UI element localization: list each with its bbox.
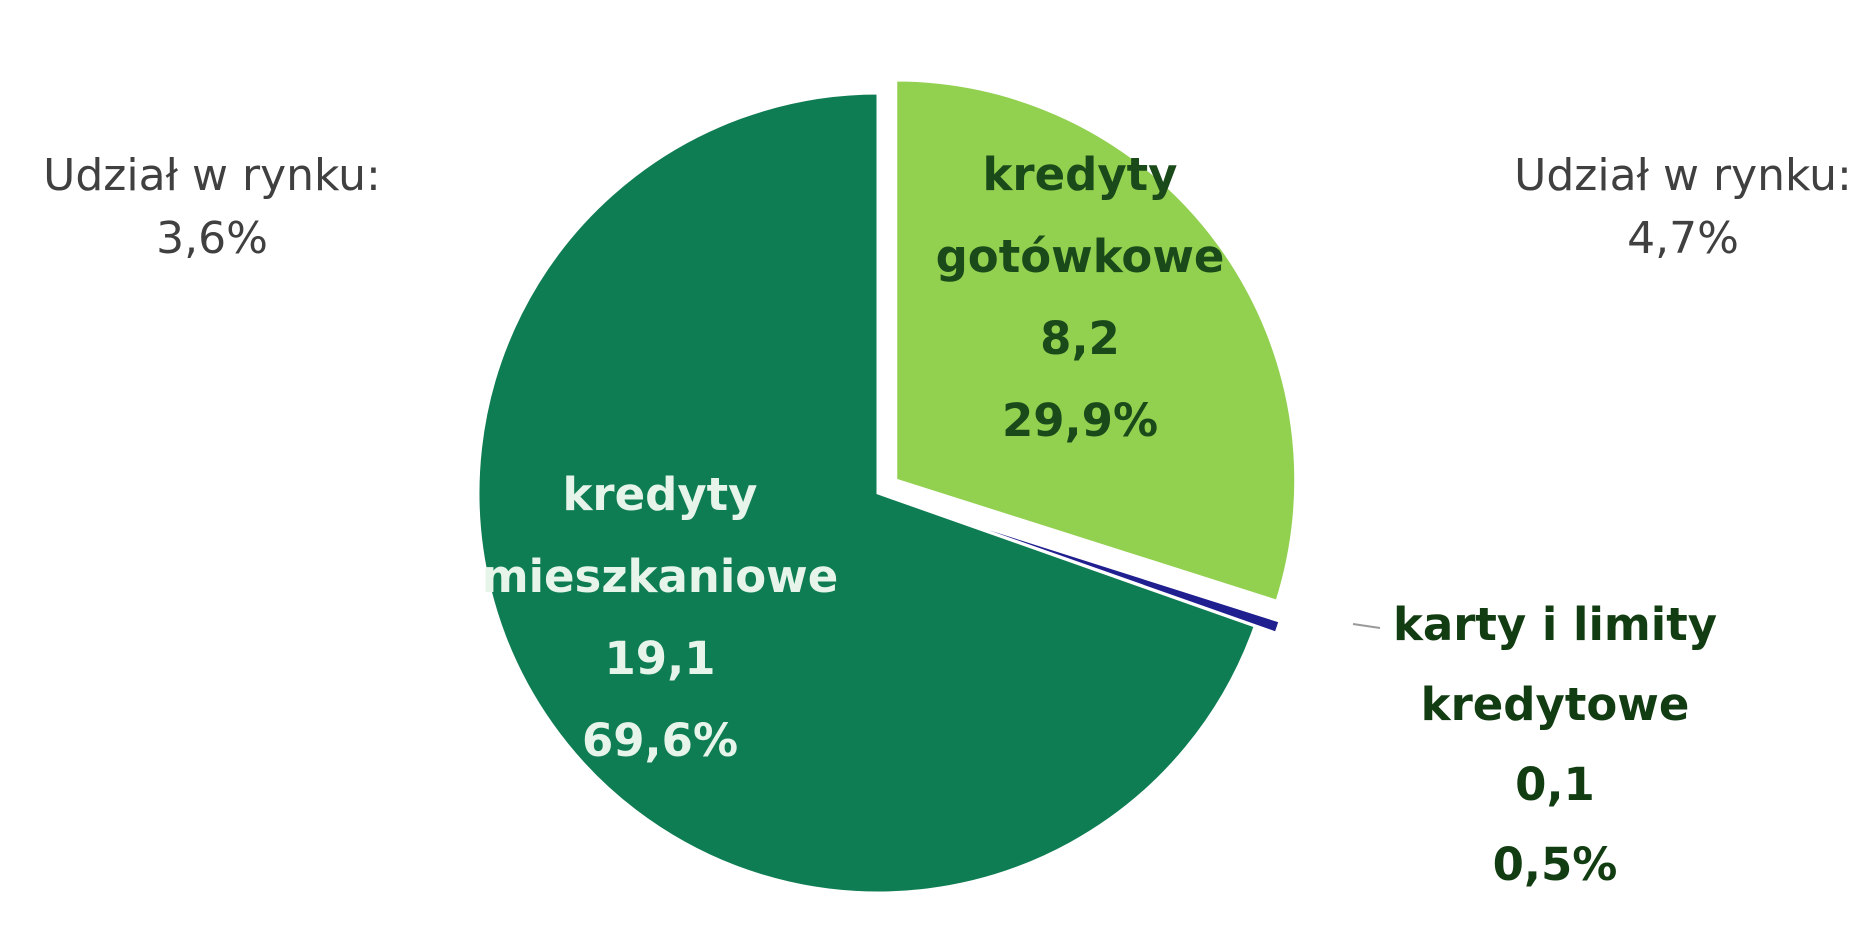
slice-label-karty-line2: kredytowe [1421, 678, 1690, 731]
slice-label-karty: karty i limity kredytowe 0,1 0,5% [1393, 598, 1717, 891]
slice-label-karty-line1: karty i limity [1393, 598, 1717, 651]
slice-percent-mieszkaniowe: 69,6% [582, 714, 738, 767]
slice-percent-gotowkowe: 29,9% [1002, 394, 1158, 447]
slice-gotowkowe [894, 78, 1298, 604]
slice-label-gotowkowe-line1: kredyty [982, 148, 1177, 201]
slices-group [476, 78, 1298, 895]
slice-value-gotowkowe: 8,2 [1040, 312, 1120, 365]
annotation-left-title: Udział w rynku: [43, 150, 381, 201]
slice-value-karty: 0,1 [1515, 758, 1595, 811]
slice-label-mieszkaniowe: kredyty mieszkaniowe 19,1 69,6% [482, 468, 839, 767]
slice-value-mieszkaniowe: 19,1 [604, 632, 715, 685]
slice-label-mieszkaniowe-line1: kredyty [562, 468, 757, 521]
slice-label-gotowkowe-line2: gotówkowe [936, 230, 1225, 283]
annotation-right: Udział w rynku: 4,7% [1514, 150, 1852, 264]
slice-mieszkaniowe [476, 91, 1258, 895]
annotation-right-value: 4,7% [1627, 213, 1739, 264]
leader-line [1352, 623, 1381, 629]
slice-label-gotowkowe: kredyty gotówkowe 8,2 29,9% [936, 148, 1225, 447]
annotation-right-title: Udział w rynku: [1514, 150, 1852, 201]
annotation-left: Udział w rynku: 3,6% [43, 150, 381, 264]
slice-label-mieszkaniowe-line2: mieszkaniowe [482, 550, 839, 603]
slice-percent-karty: 0,5% [1493, 838, 1618, 891]
annotation-left-value: 3,6% [156, 213, 268, 264]
